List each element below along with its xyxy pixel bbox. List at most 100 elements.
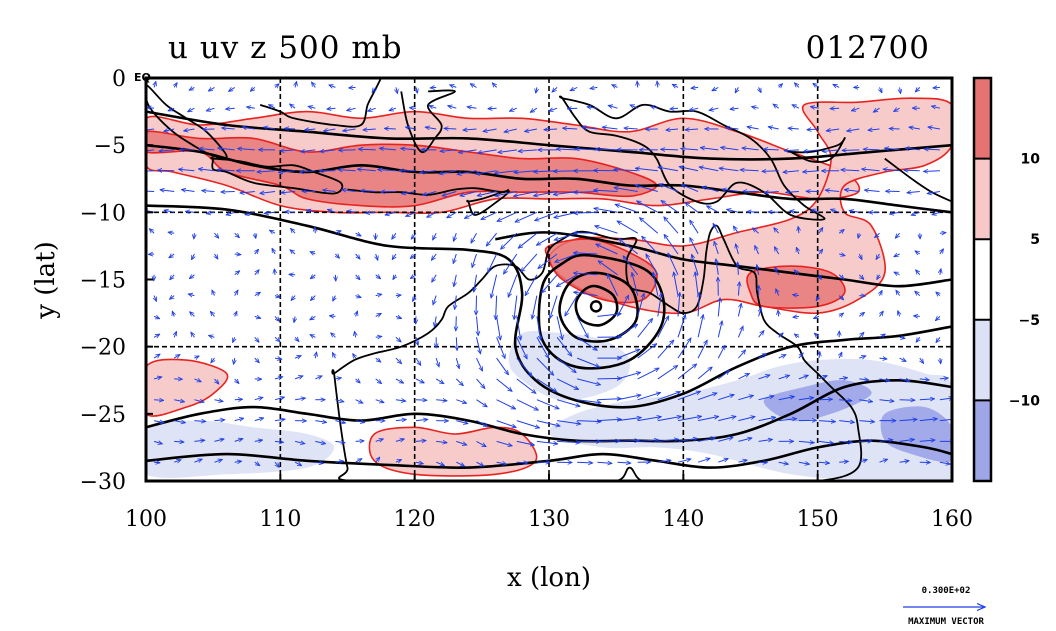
wind-vector bbox=[556, 274, 578, 287]
wind-vector bbox=[174, 331, 176, 338]
wind-vector bbox=[778, 375, 790, 380]
wind-vector bbox=[935, 316, 941, 320]
wind-vector bbox=[215, 253, 218, 259]
wind-vector bbox=[847, 129, 860, 131]
wind-vector bbox=[153, 377, 162, 379]
wind-vector bbox=[757, 265, 759, 275]
wind-vector bbox=[436, 462, 444, 465]
y-tick-label: 0 bbox=[112, 67, 126, 92]
wind-vector bbox=[355, 441, 365, 442]
wind-vector bbox=[375, 358, 381, 362]
wind-vector bbox=[361, 190, 376, 191]
wind-vector bbox=[759, 87, 762, 92]
wind-vector bbox=[434, 316, 436, 327]
x-tick-label: 120 bbox=[394, 507, 436, 532]
wind-vector bbox=[851, 108, 860, 111]
wind-vector bbox=[697, 315, 703, 338]
wind-vector bbox=[516, 316, 521, 340]
wind-vector bbox=[456, 420, 468, 424]
wind-vector bbox=[899, 439, 915, 441]
wind-vector bbox=[738, 350, 745, 359]
wind-vector bbox=[477, 316, 479, 335]
wind-vector bbox=[778, 310, 779, 317]
wind-vector bbox=[674, 272, 679, 296]
wind-vector bbox=[575, 149, 598, 150]
wind-vector bbox=[395, 378, 404, 383]
wind-vector bbox=[173, 355, 180, 359]
wind-vector bbox=[233, 337, 235, 342]
wind-vector bbox=[146, 129, 155, 131]
wind-vector bbox=[174, 441, 184, 442]
wind-vector bbox=[154, 295, 156, 302]
wind-vector bbox=[839, 461, 848, 462]
wind-vector bbox=[188, 294, 195, 296]
wind-vector bbox=[433, 232, 437, 240]
wind-vector bbox=[508, 274, 518, 297]
wind-vector bbox=[536, 420, 560, 427]
wind-vector bbox=[830, 108, 840, 109]
wind-vector bbox=[234, 254, 241, 255]
wind-vector bbox=[355, 296, 362, 298]
wind-vector bbox=[264, 127, 276, 129]
wind-vector bbox=[153, 316, 160, 318]
wind-vector bbox=[487, 253, 498, 273]
wind-vector bbox=[410, 253, 417, 259]
wind-vector bbox=[190, 312, 195, 317]
wind-vector bbox=[747, 127, 759, 129]
wind-vector bbox=[635, 185, 658, 192]
wind-vector bbox=[440, 150, 457, 151]
wind-vector bbox=[257, 171, 276, 172]
wind-vector bbox=[495, 191, 517, 197]
x-tick-label: 130 bbox=[528, 507, 570, 532]
wind-vector bbox=[570, 87, 578, 92]
wind-vector bbox=[595, 226, 618, 234]
wind-vector bbox=[270, 230, 276, 233]
wind-vector bbox=[290, 250, 296, 255]
wind-vector bbox=[788, 128, 799, 129]
wind-vector bbox=[595, 149, 618, 150]
wind-vector bbox=[573, 273, 598, 275]
wind-vector bbox=[305, 129, 316, 130]
wind-vector bbox=[456, 316, 457, 331]
wind-vector bbox=[582, 127, 598, 129]
wind-vector bbox=[786, 192, 799, 193]
wind-vector bbox=[576, 316, 588, 337]
wind-vector bbox=[758, 331, 764, 338]
wind-vector bbox=[816, 295, 819, 301]
wind-vector bbox=[275, 84, 279, 88]
wind-vector bbox=[245, 212, 255, 214]
wind-vector bbox=[889, 129, 900, 130]
wind-vector bbox=[689, 238, 699, 255]
wind-vector bbox=[285, 212, 296, 213]
wind-vector bbox=[254, 440, 263, 441]
wind-vector bbox=[375, 336, 382, 337]
shaded-region-west-patch bbox=[146, 358, 229, 417]
wind-vector bbox=[532, 295, 538, 320]
wind-vector bbox=[623, 256, 639, 276]
y-axis: 0 −5 −10 −15 −20 −25 −30 bbox=[80, 67, 153, 495]
wind-vector bbox=[312, 82, 316, 88]
x-tick-label: 100 bbox=[125, 507, 167, 532]
wind-vector bbox=[677, 391, 701, 401]
wind-vector bbox=[456, 399, 466, 404]
wind-vector bbox=[838, 274, 844, 279]
wind-vector bbox=[366, 212, 376, 213]
wind-vector bbox=[718, 395, 734, 401]
wind-vector bbox=[637, 201, 659, 213]
wind-vector bbox=[427, 211, 437, 217]
wind-vector bbox=[349, 87, 356, 88]
wind-vector bbox=[153, 354, 160, 359]
wind-vector bbox=[214, 378, 219, 384]
wind-vector bbox=[810, 107, 820, 109]
wind-vector bbox=[315, 421, 326, 423]
wind-vector bbox=[624, 128, 638, 129]
wind-vector bbox=[798, 398, 814, 400]
wind-vector bbox=[614, 188, 638, 192]
wind-vector bbox=[879, 358, 888, 359]
wind-vector bbox=[640, 218, 659, 234]
wind-vector bbox=[818, 399, 833, 400]
wind-vector bbox=[496, 420, 517, 428]
wind-vector bbox=[447, 211, 457, 218]
wind-vector bbox=[164, 129, 175, 131]
wind-vector bbox=[521, 253, 538, 272]
